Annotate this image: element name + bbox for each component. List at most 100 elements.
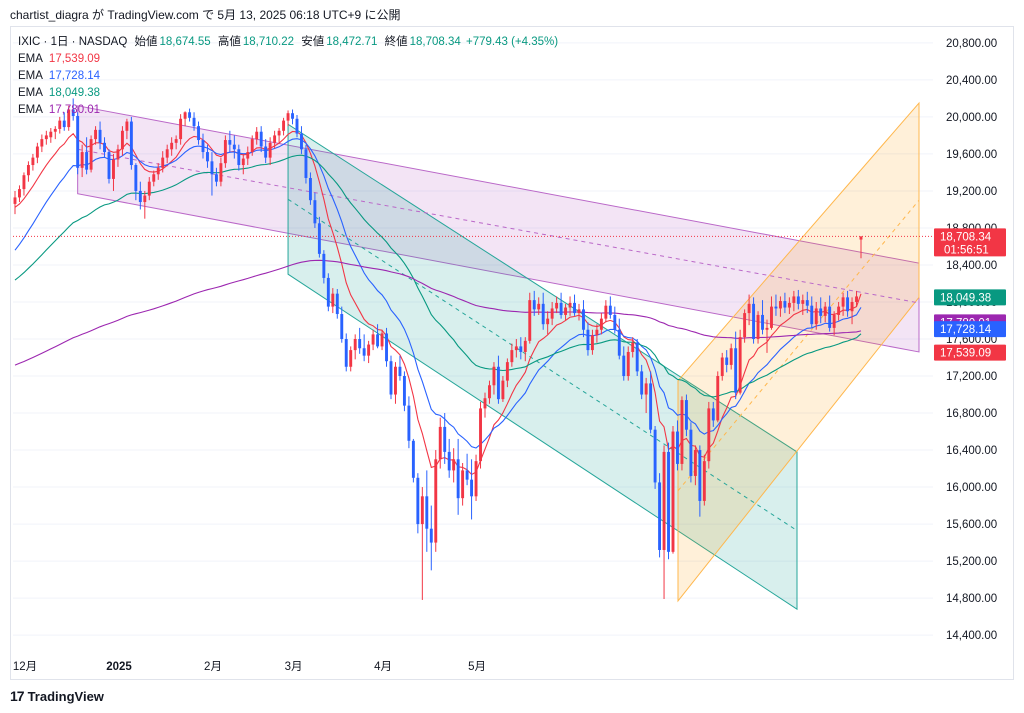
candle-body <box>752 303 756 339</box>
ema-value: 17,728.14 <box>48 70 101 82</box>
publish-header: chartist_diagra が TradingView.com で 5月 1… <box>10 8 401 22</box>
close-value: 18,708.34 <box>409 36 461 48</box>
y-tick-label: 20,400.00 <box>946 75 997 87</box>
y-tick-label: 20,800.00 <box>946 38 997 50</box>
candle-body <box>170 142 174 150</box>
candle-body <box>523 340 527 352</box>
y-tick-label: 14,400.00 <box>946 630 997 642</box>
candle-body <box>693 450 697 476</box>
candle-body <box>716 376 720 421</box>
candle-body <box>13 197 17 204</box>
candle-body <box>774 306 778 309</box>
candle-body <box>711 408 715 421</box>
candle-body <box>631 342 635 352</box>
candle-body <box>707 408 711 462</box>
ema-row[interactable]: EMA 18,049.38 <box>18 85 558 102</box>
candle-body <box>107 152 111 179</box>
candle-body <box>407 405 411 441</box>
ema-line <box>14 259 862 366</box>
candle-body <box>461 470 465 499</box>
x-tick-label: 2月 <box>204 661 222 673</box>
candle-body <box>519 346 523 352</box>
countdown-label: 01:56:51 <box>944 244 989 256</box>
candle-body <box>805 300 809 306</box>
candle-body <box>778 301 782 309</box>
candle-body <box>120 130 124 150</box>
candle-body <box>810 305 814 325</box>
candle-body <box>532 300 536 310</box>
candle-body <box>35 146 39 158</box>
candle-body <box>855 296 858 302</box>
price-badge <box>934 321 1006 338</box>
candle-body <box>434 459 438 543</box>
candle-body <box>259 131 263 147</box>
candle-body <box>129 121 133 166</box>
candle-body <box>456 459 460 499</box>
candle-body <box>474 461 478 497</box>
price-badge-label: 17,539.09 <box>940 348 991 360</box>
candle-body <box>112 159 115 179</box>
candle-body <box>53 128 57 132</box>
tradingview-brand[interactable]: 17 TradingView <box>10 688 104 704</box>
candle-body <box>492 366 496 386</box>
candle-body <box>398 366 402 377</box>
candle-body <box>31 157 35 166</box>
candle-body <box>98 129 102 143</box>
candle-body <box>537 303 541 310</box>
high-value: 18,710.22 <box>242 36 295 48</box>
candle-body <box>438 426 442 460</box>
candle-body <box>376 334 380 347</box>
high-label: 高値 <box>217 36 241 48</box>
candle-body <box>264 146 268 158</box>
candle-body <box>94 129 98 140</box>
candle-body <box>644 383 648 395</box>
candle-body <box>161 157 165 168</box>
candle-body <box>640 371 644 395</box>
candle-body <box>49 131 53 138</box>
chart-frame[interactable]: 20,800.00 20,400.00 20,000.00 19,600.00 19,2… <box>10 26 1014 680</box>
candle-body <box>756 314 760 339</box>
ema-name: EMA <box>18 87 43 99</box>
candle-body <box>18 189 21 198</box>
candle-body <box>89 139 93 170</box>
ema-line <box>14 154 862 398</box>
candle-body <box>250 139 254 153</box>
candle-body <box>613 314 617 330</box>
x-tick-label: 2025 <box>106 661 132 673</box>
close-label: 終値 <box>384 36 408 48</box>
candle-body <box>425 496 429 529</box>
candle-body <box>841 297 845 307</box>
candle-body <box>326 277 330 307</box>
candle-body <box>828 306 832 328</box>
candle-body <box>344 339 348 367</box>
price-badge-label: 17,728.14 <box>940 324 992 336</box>
ema-line <box>14 130 862 476</box>
ema-row[interactable]: EMA 17,728.14 <box>18 68 558 85</box>
y-tick-label: 15,600.00 <box>946 519 997 531</box>
x-tick-label: 3月 <box>285 661 303 673</box>
ema-row[interactable]: EMA 17,780.01 <box>18 102 558 119</box>
candle-body <box>528 300 532 341</box>
price-badge-label: 18,049.38 <box>940 292 991 304</box>
candlestick-chart[interactable]: 20,800.00 20,400.00 20,000.00 19,600.00 19,2… <box>11 27 1015 681</box>
y-tick-label: 19,600.00 <box>946 149 997 161</box>
candle-body <box>577 309 581 314</box>
candle-body <box>67 109 71 128</box>
candle-body <box>165 149 169 158</box>
ema-row[interactable]: EMA 17,539.09 <box>18 51 558 68</box>
candle-body <box>770 306 773 328</box>
candle-body <box>152 174 156 182</box>
ema-name: EMA <box>18 104 43 116</box>
ema-name: EMA <box>18 70 43 82</box>
candle-body <box>792 296 796 303</box>
candle-body <box>729 348 733 365</box>
open-value: 18,674.55 <box>159 36 211 48</box>
candle-body <box>599 318 603 330</box>
x-tick-label: 12月 <box>13 661 37 673</box>
candle-body <box>488 385 491 399</box>
candle-body <box>796 296 800 304</box>
candle-body <box>385 333 388 362</box>
candle-body <box>300 133 303 150</box>
candle-body <box>62 120 66 128</box>
candle-body <box>179 118 183 140</box>
